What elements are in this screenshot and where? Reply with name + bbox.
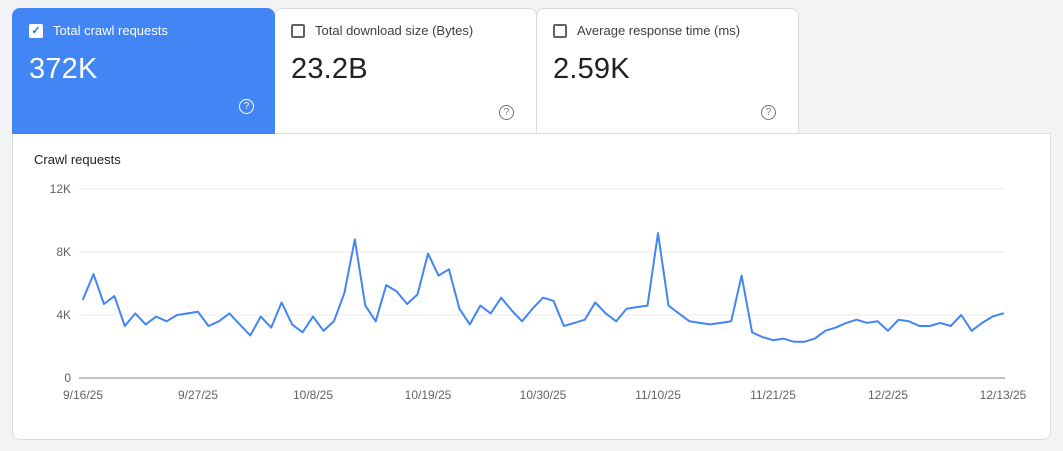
metric-card-header: ✓ Total crawl requests — [29, 23, 258, 38]
metric-card-header: Average response time (ms) — [553, 23, 782, 38]
x-axis-tick-label: 10/8/25 — [293, 388, 333, 402]
metric-card-label: Total download size (Bytes) — [315, 23, 474, 38]
x-axis-tick-label: 10/19/25 — [405, 388, 452, 402]
crawl-requests-chart: 0 4K 8K 12K 9/16/25 9/27/25 10/8/25 10/19/25 10/… — [50, 182, 1027, 402]
metric-cards-row: ✓ Total crawl requests 372K ? Total down… — [12, 8, 799, 134]
x-axis-tick-label: 9/27/25 — [178, 388, 218, 402]
y-axis-tick-label: 4K — [56, 308, 71, 322]
metric-card-value: 23.2B — [291, 53, 368, 85]
help-icon[interactable]: ? — [239, 99, 254, 114]
metric-card-header: Total download size (Bytes) — [291, 23, 520, 38]
total-download-size-checkbox[interactable] — [291, 23, 305, 38]
total-crawl-requests-checkbox[interactable]: ✓ — [29, 23, 43, 38]
x-axis-tick-label: 9/16/25 — [63, 388, 103, 402]
average-response-time-checkbox[interactable] — [553, 23, 567, 38]
x-axis-tick-label: 11/10/25 — [635, 388, 681, 402]
metric-card-total-download-size[interactable]: Total download size (Bytes) 23.2B ? — [274, 8, 537, 134]
y-axis-tick-label: 12K — [50, 182, 71, 196]
crawl-requests-line — [82, 232, 1004, 343]
y-axis-tick-label: 0 — [64, 371, 71, 385]
x-axis-tick-label: 10/30/25 — [520, 388, 567, 402]
metric-card-value: 2.59K — [553, 53, 630, 85]
metric-card-label: Average response time (ms) — [577, 23, 741, 38]
chart-title: Crawl requests — [34, 152, 121, 167]
x-axis-tick-label: 12/2/25 — [868, 388, 908, 402]
help-icon[interactable]: ? — [761, 105, 776, 120]
chart-panel: Crawl requests 0 4K 8K 12K 9/16/25 9/27/25 10/… — [12, 133, 1051, 440]
metric-card-label: Total crawl requests — [53, 23, 168, 38]
metric-card-average-response-time[interactable]: Average response time (ms) 2.59K ? — [536, 8, 799, 134]
x-axis-tick-label: 12/13/25 — [980, 388, 1027, 402]
x-axis-tick-label: 11/21/25 — [750, 388, 796, 402]
help-icon[interactable]: ? — [499, 105, 514, 120]
y-axis-tick-label: 8K — [56, 245, 71, 259]
metric-card-total-crawl-requests[interactable]: ✓ Total crawl requests 372K ? — [12, 8, 275, 134]
metric-card-value: 372K — [29, 53, 98, 85]
